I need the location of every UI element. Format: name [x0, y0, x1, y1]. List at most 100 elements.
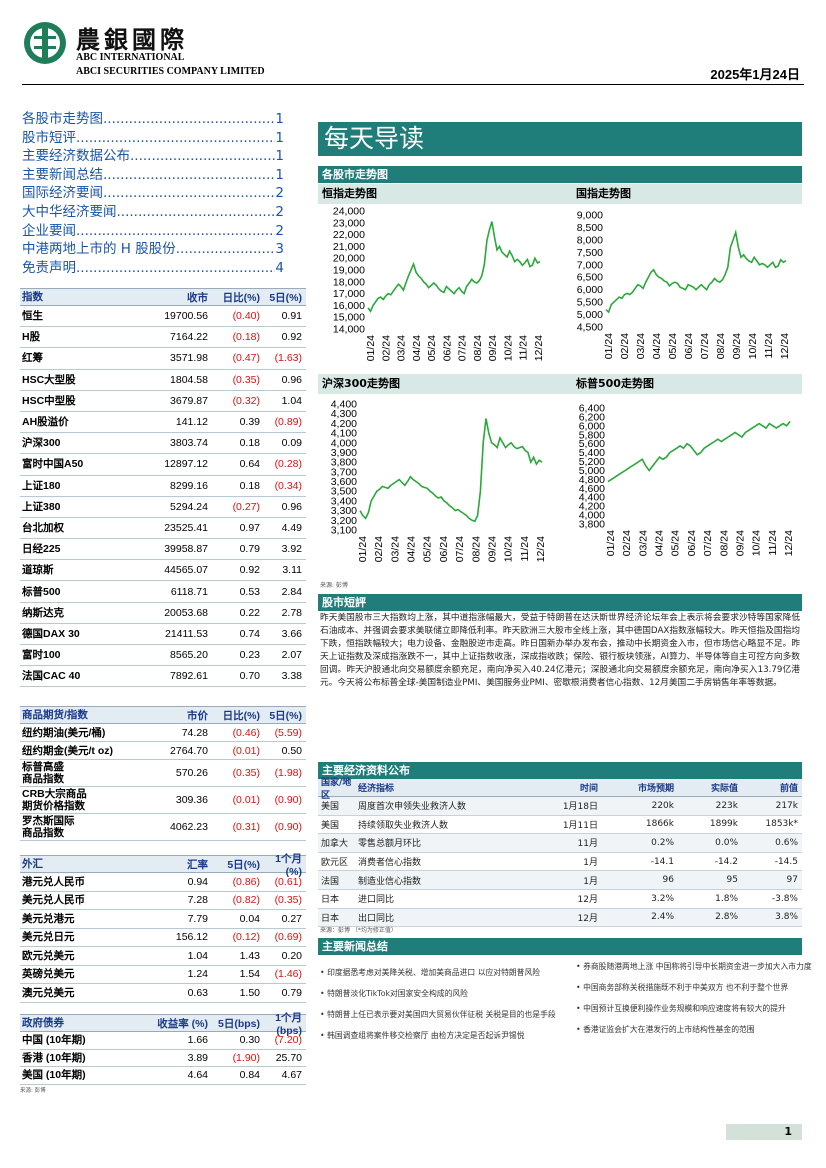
fx-cell: 156.12: [175, 931, 208, 944]
toc-item-title[interactable]: 国际经济要闻: [22, 185, 103, 202]
toc-item[interactable]: 中港两地上市的 H 股股份...........................…: [22, 240, 284, 259]
toc-leader: ........................................…: [116, 203, 276, 220]
y-tick-label: 5,600: [579, 438, 605, 450]
toc-item-page[interactable]: 1: [275, 166, 284, 183]
fx-cell: (0.69): [274, 931, 302, 944]
toc-item-title[interactable]: 中港两地上市的 H 股股份: [22, 241, 176, 258]
toc-item-title[interactable]: 主要经济数据公布: [22, 148, 130, 165]
eco-cell: 220k: [651, 800, 674, 811]
x-tick-label: 10/24: [503, 536, 515, 562]
news-item[interactable]: • 券商股随港两地上涨 中国称将引导中长期资金进一步加大入市力度: [576, 962, 812, 971]
toc-item-title[interactable]: 大中华经济要闻: [22, 203, 117, 220]
eco-cell: 零售总额月环比: [358, 839, 422, 850]
indices-cell: 141.12: [175, 416, 208, 429]
news-item[interactable]: • 特朗普淡化TikTok对国家安全构成的风险: [320, 989, 468, 998]
report-date: 2025年1月24日: [710, 67, 800, 82]
fx-cell: 美元兑港元: [22, 912, 75, 925]
toc-item-title[interactable]: 免责声明: [22, 259, 76, 276]
indices-cell: 上证180: [22, 479, 61, 492]
toc-item[interactable]: 免责声明....................................…: [22, 259, 284, 278]
table-row: 红筹 3571.98 (0.47) (1.63): [20, 348, 306, 370]
x-tick-label: 05/24: [422, 536, 434, 562]
news-item[interactable]: • 中国预计互换便利操作业务规模和响应速度将有较大的提升: [576, 1004, 786, 1013]
toc-item[interactable]: 股市短评....................................…: [22, 129, 284, 148]
x-tick-label: 04/24: [411, 335, 423, 361]
table-row: 标普500 6118.71 0.53 2.84: [20, 581, 306, 603]
indices-cell: 0.18: [239, 479, 260, 492]
toc-item-page[interactable]: 2: [275, 185, 284, 202]
eco-cell: 消费者信心指数: [358, 858, 422, 869]
table-row: 富时中国A50 12897.12 0.64 (0.28): [20, 454, 306, 476]
toc-item[interactable]: 各股市走势图..................................…: [22, 110, 284, 129]
x-tick-label: 02/24: [621, 530, 633, 556]
toc-item[interactable]: 企业要闻....................................…: [22, 222, 284, 241]
indices-cell: 1804.58: [170, 373, 208, 386]
table-row: 恒生 19700.56 (0.40) 0.91: [20, 306, 306, 328]
y-tick-label: 5,500: [577, 297, 603, 309]
toc-item-page[interactable]: 2: [275, 222, 284, 239]
commodities-cell: (0.01): [232, 794, 260, 806]
news-item[interactable]: • 中国商务部称关税措施既不利于中美双方 也不利于整个世界: [576, 983, 789, 992]
y-tick-label: 3,300: [331, 505, 357, 517]
toc-item[interactable]: 大中华经济要闻.................................…: [22, 203, 284, 222]
table-row: 英磅兑美元 1.24 1.54 (1.46): [20, 966, 306, 984]
toc-item-page[interactable]: 1: [275, 148, 284, 165]
x-tick-label: 08/24: [715, 333, 727, 359]
fx-cell: 1.54: [239, 968, 260, 981]
indices-cell: 0.64: [239, 458, 260, 471]
sp500-chart: 6,4006,2006,0005,8005,6005,4005,2005,000…: [579, 403, 795, 557]
x-tick-label: 08/24: [472, 335, 484, 361]
y-tick-label: 5,000: [577, 309, 603, 321]
news-item[interactable]: • 韩国调查组将案件移交检察厅 由检方决定是否起诉尹锡悦: [320, 1031, 525, 1040]
eco-cell: 1.8%: [715, 893, 738, 904]
x-tick-label: 05/24: [670, 530, 682, 556]
indices-cell: 7892.61: [170, 670, 208, 683]
commodities-cell: 570.26: [175, 767, 208, 779]
eco-cell: 97: [786, 875, 798, 886]
fx-table: 外汇 汇率 5日(%) 1个月(%) 港元兑人民币 0.94 (0.86) (0.61) 美元兑…: [20, 853, 306, 1003]
x-tick-label: 12/24: [533, 335, 545, 361]
table-row: CRB大宗商品 期货价格指数 309.36 (0.01) (0.90): [20, 787, 306, 814]
chart-band-2: 沪深300走势图 标普500走势图: [318, 374, 802, 394]
y-tick-label: 6,500: [577, 272, 603, 284]
indices-cell: 3.92: [281, 543, 302, 556]
y-tick-label: 3,800: [579, 519, 605, 531]
toc-item-page[interactable]: 3: [275, 241, 284, 258]
eco-cell: 法国: [321, 876, 340, 887]
toc-item[interactable]: 主要新闻总结..................................…: [22, 166, 284, 185]
toc-item-page[interactable]: 2: [275, 203, 284, 220]
bonds-cell: (7.20): [274, 1034, 302, 1047]
news-item[interactable]: • 香港证监会扩大在港发行的上市结构性基金的范围: [576, 1025, 755, 1034]
fx-cell: 1.04: [187, 949, 208, 962]
indices-cell: 4.49: [281, 521, 302, 534]
toc-item-page[interactable]: 1: [275, 129, 284, 146]
eco-cell: 1899k: [709, 819, 738, 830]
bonds-cell: 中国 (10年期): [22, 1034, 86, 1047]
toc-item-title[interactable]: 股市短评: [22, 129, 76, 146]
y-tick-label: 5,200: [579, 456, 605, 468]
eco-cell: 11月: [577, 839, 598, 850]
x-tick-label: 07/24: [457, 335, 469, 361]
toc-item[interactable]: 国际经济要闻..................................…: [22, 184, 284, 203]
toc-item-title[interactable]: 主要新闻总结: [22, 166, 103, 183]
toc-item-page[interactable]: 1: [275, 111, 284, 127]
indices-cell: 0.96: [281, 373, 302, 386]
commodities-cell: 0.50: [281, 744, 302, 757]
x-tick-label: 05/24: [667, 333, 679, 359]
news-item[interactable]: • 特朗普上任已表示要对美国四大贸易伙伴征税 关税是目的也是手段: [320, 1010, 556, 1019]
toc-item[interactable]: 主要经济数据公布................................…: [22, 147, 284, 166]
y-tick-label: 3,400: [331, 495, 357, 507]
toc-item-page[interactable]: 4: [275, 259, 284, 276]
y-tick-label: 20,000: [333, 253, 365, 265]
indices-cell: (0.89): [274, 416, 302, 429]
eco-cell: 0.6%: [775, 837, 798, 848]
news-item[interactable]: • 印度据悉考虑对美降关税、增加美商品进口 以应对特朗普风险: [320, 968, 541, 977]
x-tick-label: 09/24: [734, 530, 746, 556]
y-tick-label: 4,400: [331, 399, 357, 411]
bonds-header: 政府债券 收益率 (%) 5日(bps) 1个月(bps): [20, 1012, 306, 1037]
x-tick-label: 12/24: [783, 530, 795, 556]
table-row: 富时100 8565.20 0.23 2.07: [20, 645, 306, 667]
indices-cell: 道琼斯: [22, 564, 54, 577]
toc-item-title[interactable]: 企业要闻: [22, 222, 76, 239]
toc-item-title[interactable]: 各股市走势图: [22, 111, 103, 127]
